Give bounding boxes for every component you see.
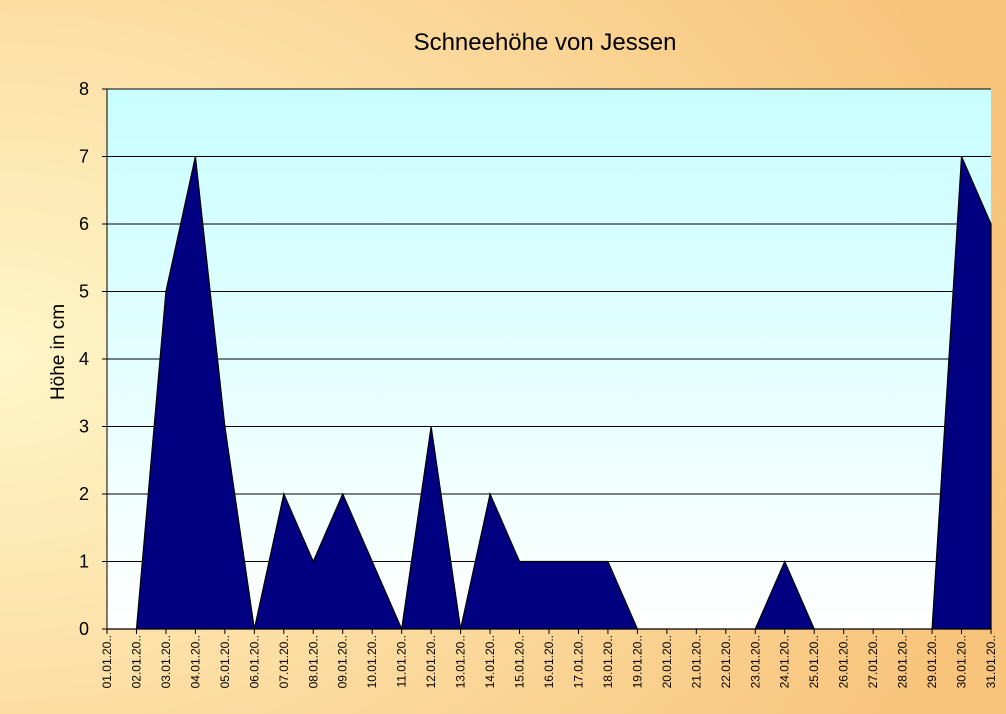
x-tick-label: 15.01.20.. — [513, 635, 527, 688]
axes — [102, 88, 992, 634]
x-tick-label: 01.01.20.. — [100, 635, 114, 688]
x-tick-label: 31.01.20.. — [984, 635, 998, 688]
x-tick-label: 30.01.20.. — [955, 635, 969, 688]
x-tick-label: 03.01.20.. — [159, 635, 173, 688]
x-tick-label: 09.01.20.. — [336, 635, 350, 688]
x-tick-label: 21.01.20.. — [689, 635, 703, 688]
x-tick-label: 06.01.20.. — [247, 635, 261, 688]
y-tick-label: 4 — [79, 349, 89, 369]
x-tick-label: 28.01.20.. — [896, 635, 910, 688]
y-tick-label: 1 — [79, 552, 89, 572]
x-tick-label: 04.01.20.. — [188, 635, 202, 688]
x-tick-label: 14.01.20.. — [483, 635, 497, 688]
x-tick-label: 19.01.20.. — [630, 635, 644, 688]
x-tick-labels: 01.01.20.. 02.01.20.. 03.01.20.. 04.01.20..… — [100, 635, 998, 688]
x-tick-label: 24.01.20.. — [778, 635, 792, 688]
y-tick-label: 6 — [79, 214, 89, 234]
x-tick-label: 07.01.20.. — [277, 635, 291, 688]
y-tick-label: 2 — [79, 484, 89, 504]
x-tick-label: 26.01.20.. — [837, 635, 851, 688]
x-tick-label: 10.01.20.. — [365, 635, 379, 688]
x-tick-label: 25.01.20.. — [807, 635, 821, 688]
y-tick-label: 8 — [79, 79, 89, 99]
x-tick-label: 23.01.20.. — [748, 635, 762, 688]
x-tick-label: 02.01.20.. — [129, 635, 143, 688]
x-tick-label: 12.01.20.. — [424, 635, 438, 688]
x-tick-label: 17.01.20.. — [571, 635, 585, 688]
y-tick-label: 0 — [79, 619, 89, 639]
x-tick-label: 13.01.20.. — [454, 635, 468, 688]
x-tick-label: 05.01.20.. — [218, 635, 232, 688]
x-tick-label: 18.01.20.. — [601, 635, 615, 688]
x-tick-label: 11.01.20.. — [395, 635, 409, 688]
y-tick-label: 5 — [79, 282, 89, 302]
x-tick-label: 29.01.20.. — [925, 635, 939, 688]
y-tick-label: 7 — [79, 147, 89, 167]
y-tick-labels: 0 1 2 3 4 5 6 7 8 — [79, 79, 89, 639]
chart-title: Schneehöhe von Jessen — [414, 29, 677, 56]
x-tick-label: 16.01.20.. — [542, 635, 556, 688]
x-tick-label: 20.01.20.. — [660, 635, 674, 688]
gridlines — [107, 88, 991, 630]
y-axis-label: Höhe in cm — [48, 304, 69, 400]
x-tick-label: 27.01.20.. — [866, 635, 880, 688]
x-tick-label: 22.01.20.. — [719, 635, 733, 688]
x-tick-label: 08.01.20.. — [306, 635, 320, 688]
y-tick-label: 3 — [79, 417, 89, 437]
